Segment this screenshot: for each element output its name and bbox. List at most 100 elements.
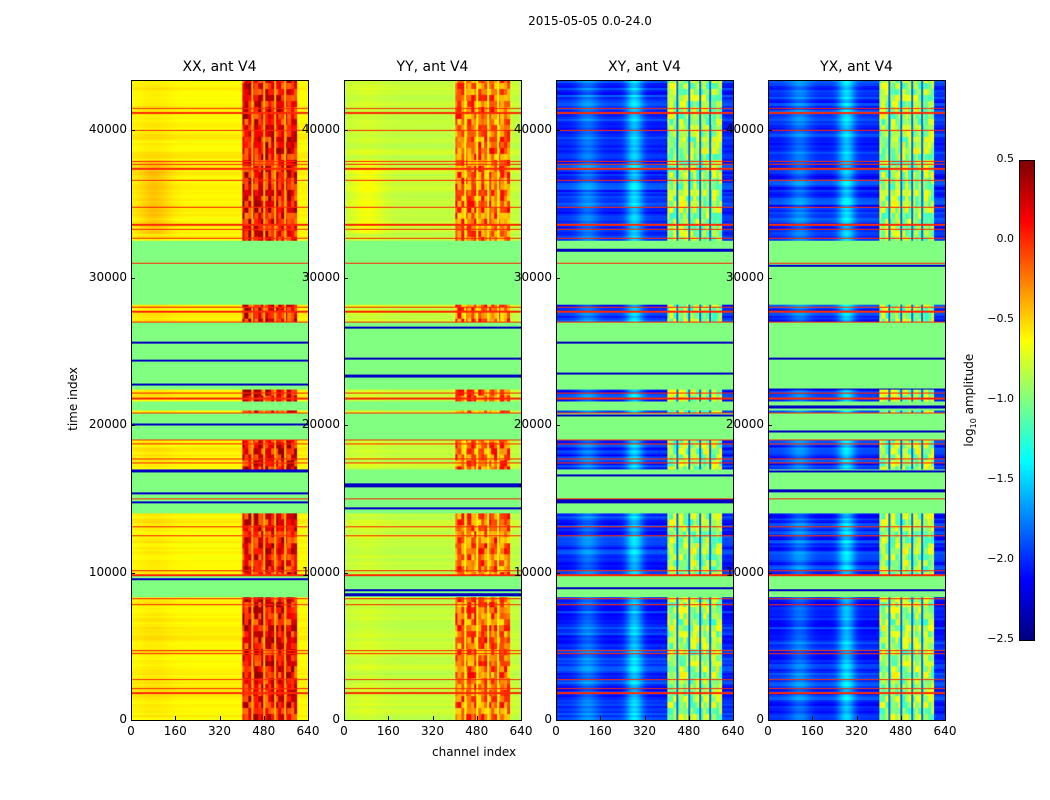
x-tick-label: 0 [127,724,135,738]
heatmap-image [132,81,308,720]
y-tick-mark [131,572,135,574]
y-tick-label: 0 [756,712,764,726]
x-tick-mark [476,716,478,720]
x-tick-label: 640 [721,724,745,738]
x-tick-mark [131,716,132,720]
y-tick-label: 0 [119,712,127,726]
x-tick-label: 640 [509,724,533,738]
x-tick-mark [308,716,309,720]
panel-title: XY, ant V4 [608,59,681,75]
y-tick-mark [768,130,772,132]
y-tick-mark [556,720,560,721]
heatmap-image [345,81,521,720]
x-tick-label: 320 [208,724,231,738]
x-tick-mark [733,716,734,720]
x-tick-mark [600,716,602,720]
colorbar-tick-label: −1.0 [987,392,1014,405]
y-tick-mark [131,720,135,721]
y-tick-label: 40000 [301,122,340,137]
x-tick-label: 640 [296,724,320,738]
x-tick-label: 0 [340,724,348,738]
y-tick-label: 20000 [513,417,552,432]
x-tick-mark [644,716,646,720]
y-tick-mark [556,130,560,132]
y-tick-mark [344,572,348,574]
y-tick-label: 40000 [725,122,764,137]
x-tick-mark [856,716,858,720]
y-tick-mark [768,572,772,574]
y-tick-label: 30000 [88,269,127,284]
x-tick-label: 0 [764,724,772,738]
x-tick-mark [175,716,177,720]
x-tick-mark [263,716,265,720]
colorbar [1019,160,1035,641]
heatmap-panel [344,80,522,721]
y-tick-mark [344,277,348,279]
x-tick-mark [768,716,769,720]
x-tick-mark [688,716,690,720]
colorbar-tick-label: −1.5 [987,472,1014,485]
figure-title: 2015-05-05 0.0-24.0 [528,14,652,28]
x-tick-mark [521,716,522,720]
panel-title: XX, ant V4 [182,59,257,75]
y-tick-mark [131,277,135,279]
y-tick-mark [344,720,348,721]
x-tick-label: 480 [252,724,276,738]
y-tick-label: 0 [332,712,340,726]
y-tick-mark [131,425,135,427]
heatmap-image [557,81,733,720]
colorbar-tick-label: 0.0 [996,232,1015,245]
heatmap-panel [131,80,309,721]
x-tick-label: 160 [588,724,612,738]
y-tick-mark [768,425,772,427]
colorbar-label: log10 amplitude [961,353,979,447]
x-tick-mark [945,716,946,720]
x-tick-label: 480 [889,724,913,738]
x-tick-label: 320 [845,724,868,738]
y-tick-mark [131,130,135,132]
y-tick-label: 30000 [301,269,340,284]
y-tick-mark [556,572,560,574]
panel-title: YY, ant V4 [396,59,469,75]
y-tick-label: 0 [544,712,552,726]
heatmap-panel [768,80,946,721]
y-tick-mark [556,277,560,279]
heatmap-panel [556,80,734,721]
x-tick-mark [900,716,902,720]
x-tick-mark [388,716,390,720]
y-tick-label: 10000 [301,564,340,579]
x-tick-label: 160 [376,724,400,738]
heatmap-image [769,81,945,720]
y-tick-label: 40000 [513,122,552,137]
y-tick-label: 10000 [88,564,127,579]
y-tick-mark [768,720,772,721]
x-tick-label: 480 [465,724,489,738]
x-tick-mark [432,716,434,720]
y-tick-mark [556,425,560,427]
x-axis-label: channel index [432,745,517,759]
x-tick-label: 320 [633,724,656,738]
x-tick-label: 480 [677,724,701,738]
x-tick-mark [219,716,221,720]
colorbar-tick-label: 0.5 [996,152,1015,165]
y-tick-label: 40000 [88,122,127,137]
y-tick-mark [344,425,348,427]
y-tick-label: 30000 [725,269,764,284]
y-tick-label: 20000 [725,417,764,432]
y-tick-mark [768,277,772,279]
x-tick-label: 640 [933,724,957,738]
x-tick-mark [812,716,814,720]
colorbar-gradient [1020,161,1034,640]
y-tick-label: 20000 [88,417,127,432]
y-tick-mark [344,130,348,132]
y-tick-label: 30000 [513,269,552,284]
x-tick-label: 320 [421,724,444,738]
x-tick-mark [556,716,557,720]
colorbar-tick-label: −2.0 [987,552,1014,565]
colorbar-tick-label: −0.5 [987,312,1014,325]
x-tick-label: 0 [552,724,560,738]
x-tick-label: 160 [163,724,187,738]
y-tick-label: 10000 [725,564,764,579]
x-tick-mark [344,716,345,720]
y-tick-label: 20000 [301,417,340,432]
